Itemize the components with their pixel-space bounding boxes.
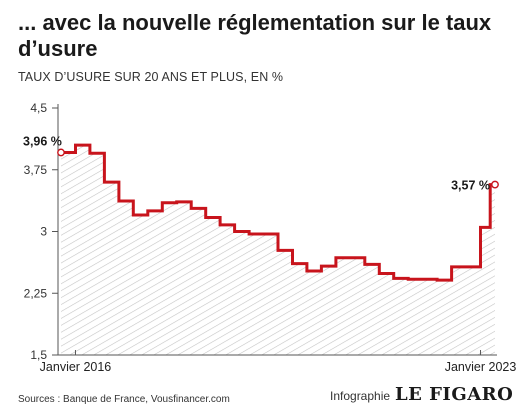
- le-figaro-logo: LE FIGARO: [395, 384, 514, 405]
- chart-title: ... avec la nouvelle réglementation sur …: [18, 10, 492, 61]
- value-label: 3,57 %: [451, 179, 490, 193]
- series-line-group: [61, 143, 495, 282]
- x-axis: Janvier 2016 Janvier 2023: [40, 350, 517, 374]
- series-line: [61, 143, 495, 282]
- sources-note: Sources : Banque de France, Vousfinancer…: [18, 394, 230, 405]
- y-tick-label: 3: [40, 225, 47, 239]
- endpoint-marker: [491, 180, 499, 189]
- x-tick-label: Janvier 2023: [445, 360, 517, 374]
- y-axis: 4,5 3,75 3 2,25 1,5: [24, 101, 59, 362]
- chart-subtitle: TAUX D’USURE SUR 20 ANS ET PLUS, EN %: [18, 70, 284, 84]
- value-label: 3,96 %: [23, 134, 62, 148]
- endpoint-marker: [57, 148, 65, 157]
- y-tick-label: 4,5: [30, 101, 47, 115]
- x-tick-label: Janvier 2016: [40, 360, 112, 374]
- y-tick-label: 3,75: [24, 163, 48, 177]
- infographie-label: Infographie: [330, 389, 391, 403]
- y-tick-label: 1,5: [30, 348, 47, 362]
- annotation-group: 3,96 % 3,57 %: [23, 134, 499, 193]
- y-tick-label: 2,25: [24, 286, 48, 300]
